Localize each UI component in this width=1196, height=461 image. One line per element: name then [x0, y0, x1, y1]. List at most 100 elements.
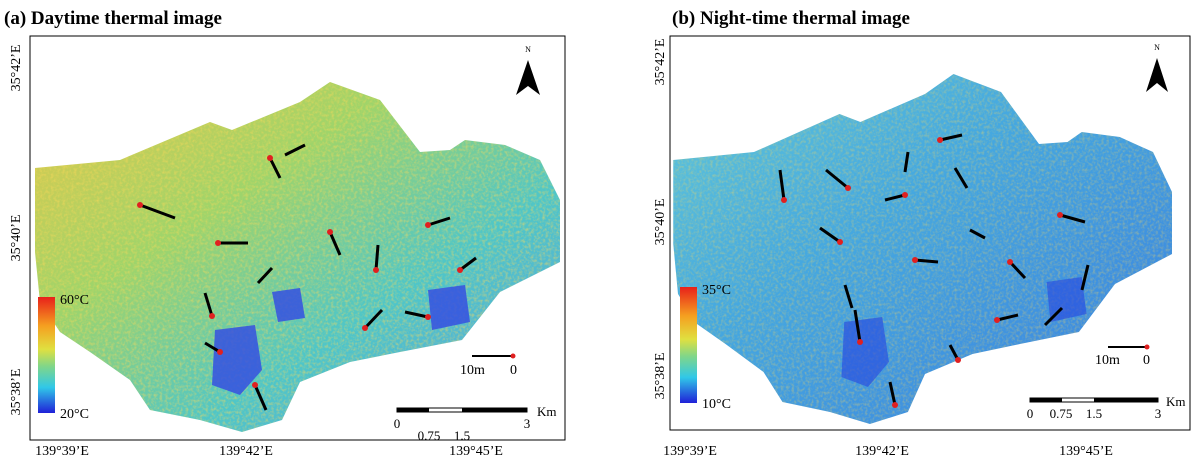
- lat-label: 35°38’E: [653, 353, 668, 400]
- north-arrow: [1146, 58, 1168, 92]
- scale-bar-seg: [462, 408, 527, 412]
- station: [327, 229, 333, 235]
- lon-label: 139°45’E: [1059, 444, 1113, 459]
- water-body: [841, 277, 1087, 387]
- colorbar-min: 10°C: [702, 397, 731, 412]
- station: [209, 313, 215, 319]
- colorbar: [38, 297, 55, 413]
- station: [912, 257, 918, 263]
- station: [837, 239, 843, 245]
- station: [845, 185, 851, 191]
- transect: [459, 256, 477, 272]
- colorbar-max: 60°C: [60, 293, 89, 308]
- scale-label: 1.5: [454, 428, 470, 443]
- scale-label: 0: [394, 416, 401, 431]
- transect: [778, 169, 786, 201]
- station: [1057, 212, 1063, 218]
- station: [425, 314, 431, 320]
- transect: [404, 310, 429, 319]
- lon-label: 139°45’E: [449, 444, 503, 459]
- water-body: [212, 285, 470, 395]
- panel-a: (a) Daytime thermal image 35°42’E 35°40’…: [4, 8, 566, 459]
- scale-label: 0: [1027, 406, 1034, 421]
- transect: [139, 203, 176, 220]
- small-scale-label: 10m: [460, 363, 485, 378]
- transect: [256, 266, 274, 285]
- panel-title: (a) Daytime thermal image: [4, 8, 222, 29]
- transect: [914, 258, 939, 264]
- station: [781, 197, 787, 203]
- transect: [1059, 213, 1086, 224]
- colorbar-max: 35°C: [702, 283, 731, 298]
- transect: [268, 157, 282, 179]
- colorbar: [680, 287, 697, 403]
- map-frame: [669, 35, 1191, 431]
- station: [217, 349, 223, 355]
- north-label: N: [1154, 43, 1160, 52]
- small-scale-label: 0: [1143, 353, 1150, 368]
- small-scale-dot: [510, 353, 516, 359]
- panel-b: (b) Night-time thermal image 35°42’E 35°…: [653, 8, 1191, 459]
- station: [362, 325, 368, 331]
- transect: [819, 226, 841, 244]
- station: [994, 317, 1000, 323]
- transect: [903, 151, 910, 173]
- transects: [139, 143, 477, 411]
- lon-label: 139°39’E: [35, 444, 89, 459]
- transect: [825, 168, 849, 190]
- lon-label: 139°42’E: [855, 444, 909, 459]
- station: [857, 339, 863, 345]
- transect: [253, 384, 268, 411]
- station: [137, 202, 143, 208]
- transect: [996, 313, 1019, 322]
- scale-label: 1.5: [1086, 406, 1102, 421]
- station: [937, 137, 943, 143]
- transect: [953, 167, 969, 189]
- lat-label: 35°38’E: [9, 369, 24, 416]
- station: [955, 357, 961, 363]
- transect: [939, 133, 963, 142]
- lat-label: 35°42’E: [9, 45, 24, 92]
- station: [457, 267, 463, 273]
- transect: [888, 381, 897, 406]
- small-scale-label: 0: [510, 363, 517, 378]
- scale-label: 3: [524, 416, 531, 431]
- scale-unit: Km: [537, 404, 557, 419]
- station: [902, 192, 908, 198]
- scale-label: 0.75: [418, 428, 441, 443]
- thermal-texture: [35, 82, 560, 432]
- scale-label: 3: [1155, 406, 1162, 421]
- station: [1007, 259, 1013, 265]
- lon-label: 139°42’E: [219, 444, 273, 459]
- transect: [203, 292, 214, 317]
- station: [252, 382, 258, 388]
- transect: [427, 216, 451, 227]
- small-scale-label: 10m: [1095, 353, 1120, 368]
- lat-label: 35°42’E: [653, 39, 668, 86]
- scale-bar-seg: [397, 408, 429, 412]
- transect: [1043, 306, 1064, 327]
- lat-label: 35°40’E: [9, 215, 24, 262]
- station: [215, 240, 221, 246]
- panel-title: (b) Night-time thermal image: [672, 8, 910, 29]
- thermal-texture: [673, 74, 1172, 424]
- station: [425, 222, 431, 228]
- transect: [374, 244, 380, 271]
- north-label: N: [525, 45, 531, 54]
- transects: [778, 133, 1090, 406]
- transect: [328, 231, 342, 256]
- transect: [969, 228, 986, 240]
- north-arrow: [516, 60, 540, 95]
- transect: [843, 284, 854, 309]
- scale-label: 0.75: [1050, 406, 1073, 421]
- stations: [781, 137, 1063, 408]
- transect: [284, 143, 306, 157]
- transect: [363, 308, 384, 330]
- station: [892, 402, 898, 408]
- lat-label: 35°40’E: [653, 199, 668, 246]
- colorbar-min: 20°C: [60, 407, 89, 422]
- scale-unit: Km: [1166, 394, 1186, 409]
- transect: [1008, 260, 1027, 280]
